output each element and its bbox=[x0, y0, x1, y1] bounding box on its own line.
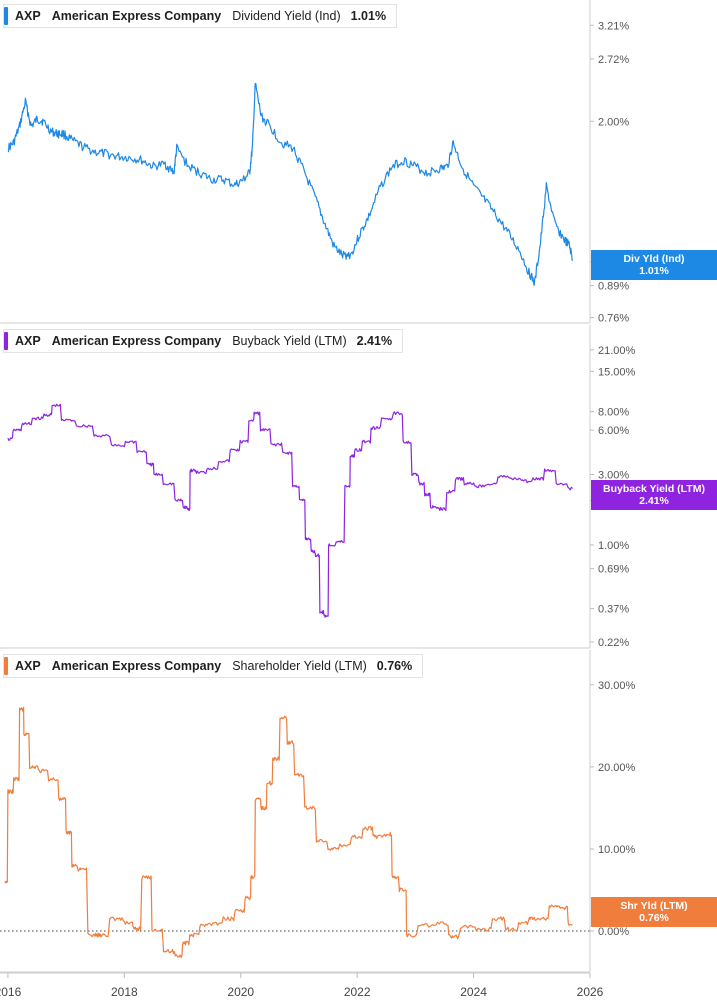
y-tick-label: 10.00% bbox=[598, 844, 636, 856]
legend-color-shareholder bbox=[4, 657, 8, 675]
y-tick-label: 2.72% bbox=[598, 54, 629, 66]
y-tick-label: 3.21% bbox=[598, 20, 629, 32]
tag-value: 1.01% bbox=[639, 265, 669, 277]
legend-metric: Buyback Yield (LTM) bbox=[232, 334, 347, 348]
series-line-buyback-yield bbox=[7, 403, 573, 618]
legend-company: American Express Company bbox=[51, 334, 222, 348]
y-tick-label: 8.00% bbox=[598, 407, 629, 419]
x-tick-label: 2016 bbox=[0, 985, 22, 999]
legend-dividend-yield: AXP American Express Company Dividend Yi… bbox=[3, 4, 398, 28]
y-tick-label: 2.00% bbox=[598, 116, 629, 128]
y-tick-label: 0.00% bbox=[598, 926, 629, 938]
legend-ticker: AXP bbox=[15, 659, 41, 673]
y-tick-label: 3.00% bbox=[598, 470, 629, 482]
x-tick-label: 2020 bbox=[227, 985, 254, 999]
y-tick-label: 21.00% bbox=[598, 345, 636, 357]
legend-shareholder-yield: AXP American Express Company Shareholder… bbox=[3, 654, 424, 678]
y-tick-label: 0.76% bbox=[598, 313, 629, 325]
y-tick-label: 0.69% bbox=[598, 564, 629, 576]
legend-company: American Express Company bbox=[51, 9, 222, 23]
legend-value: 1.01% bbox=[350, 9, 387, 23]
y-tick-label: 30.00% bbox=[598, 680, 636, 692]
y-tick-label: 0.22% bbox=[598, 637, 629, 649]
legend-ticker: AXP bbox=[15, 334, 41, 348]
tag-value: 2.41% bbox=[639, 495, 669, 507]
y-tick-label: 20.00% bbox=[598, 762, 636, 774]
y-tick-label: 6.00% bbox=[598, 425, 629, 437]
legend-value: 0.76% bbox=[376, 659, 413, 673]
y-tick-label: 1.00% bbox=[598, 540, 629, 552]
y-tick-label: 15.00% bbox=[598, 366, 636, 378]
legend-value: 2.41% bbox=[356, 334, 393, 348]
x-tick-label: 2022 bbox=[344, 985, 371, 999]
legend-buyback-yield: AXP American Express Company Buyback Yie… bbox=[3, 329, 404, 353]
tag-value: 0.76% bbox=[639, 912, 669, 924]
legend-color-buyback bbox=[4, 332, 8, 350]
x-tick-label: 2018 bbox=[111, 985, 138, 999]
value-tag-shareholder: Shr Yld (LTM) 0.76% bbox=[591, 897, 717, 927]
series-line-dividend-yield bbox=[7, 82, 574, 287]
legend-ticker: AXP bbox=[15, 9, 41, 23]
x-tick-label: 2024 bbox=[460, 985, 487, 999]
legend-company: American Express Company bbox=[51, 659, 222, 673]
legend-color-dividend bbox=[4, 7, 8, 25]
legend-metric: Shareholder Yield (LTM) bbox=[232, 659, 367, 673]
x-tick-label: 2026 bbox=[577, 985, 604, 999]
series-line-shareholder-yield bbox=[4, 706, 573, 958]
tag-label: Buyback Yield (LTM) bbox=[603, 482, 705, 495]
tag-label: Shr Yld (LTM) bbox=[620, 899, 688, 912]
value-tag-buyback: Buyback Yield (LTM) 2.41% bbox=[591, 480, 717, 510]
tag-label: Div Yld (Ind) bbox=[623, 252, 685, 265]
value-tag-dividend: Div Yld (Ind) 1.01% bbox=[591, 250, 717, 280]
y-tick-label: 0.37% bbox=[598, 604, 629, 616]
legend-metric: Dividend Yield (Ind) bbox=[232, 9, 341, 23]
y-tick-label: 0.89% bbox=[598, 281, 629, 293]
